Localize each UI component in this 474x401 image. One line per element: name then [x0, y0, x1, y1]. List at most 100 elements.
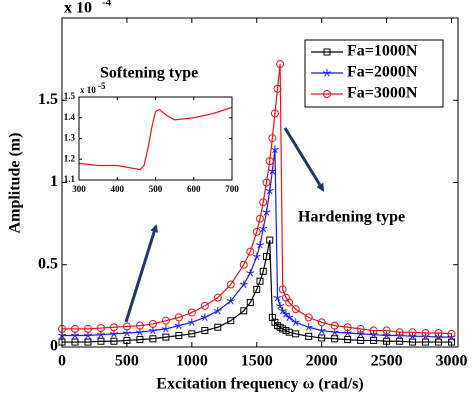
line: [78, 106, 233, 171]
main-plot: 0 500 1000 1500 2000 2500 3000 0 0.5 1 1.5 Fa=1000N…: [38, 17, 468, 370]
marker: [246, 247, 255, 256]
x-tick-label: 500: [149, 184, 163, 194]
line: [62, 63, 452, 335]
marker: [71, 338, 79, 346]
marker: [356, 329, 365, 338]
marker: [448, 338, 456, 346]
marker: [291, 318, 300, 326]
y-tick-label: 1.4: [64, 112, 76, 122]
marker: [253, 285, 261, 293]
marker: [246, 268, 255, 277]
marker: [109, 323, 118, 332]
marker: [187, 308, 196, 317]
marker: [276, 60, 285, 69]
marker: [122, 329, 131, 337]
y-tick-label: 1.5: [64, 91, 76, 101]
marker: [71, 331, 79, 340]
x-tick-label: 700: [225, 184, 239, 194]
inset-y-multiplier-exponent: -5: [98, 81, 106, 91]
marker: [240, 307, 248, 315]
marker: [149, 335, 157, 343]
marker: [200, 313, 209, 321]
marker: [174, 321, 183, 330]
marker: [109, 329, 118, 338]
marker: [161, 316, 170, 325]
marker: [323, 90, 331, 98]
marker: [122, 322, 131, 331]
marker: [434, 329, 443, 338]
marker: [268, 134, 277, 143]
x-tick-label: 400: [111, 184, 125, 194]
inset-y-multiplier: x 10: [80, 85, 96, 95]
y-axis-label: Amplitude (m): [7, 133, 24, 234]
annotation: Hardening type: [298, 209, 405, 226]
annotation: Softening type: [100, 65, 198, 82]
marker: [435, 338, 443, 346]
x-axis-label: Excitation frequency ω (rad/s): [156, 376, 363, 393]
marker: [226, 280, 235, 289]
y-tick-label: 1.3: [64, 133, 76, 143]
marker: [226, 296, 235, 305]
marker: [395, 328, 404, 337]
marker: [383, 337, 391, 345]
x-tick-label: 3000: [436, 353, 468, 370]
marker: [83, 324, 92, 333]
marker: [382, 331, 391, 340]
x-tick-label: 2500: [371, 353, 403, 370]
marker: [135, 321, 144, 330]
marker: [188, 330, 196, 338]
marker: [213, 293, 222, 302]
marker: [370, 336, 378, 344]
marker: [357, 336, 365, 344]
marker: [200, 301, 209, 310]
marker: [97, 337, 105, 345]
marker: [175, 331, 183, 339]
marker: [213, 306, 222, 315]
marker: [256, 277, 264, 285]
marker: [276, 301, 285, 310]
marker: [305, 332, 313, 340]
marker: [422, 338, 430, 346]
marker: [162, 333, 170, 341]
marker: [214, 323, 222, 331]
legend-label: Fa=3000N: [347, 85, 418, 102]
marker: [421, 329, 430, 338]
marker: [282, 310, 290, 318]
arrow: [283, 127, 325, 192]
marker: [447, 329, 456, 338]
line: [62, 239, 452, 343]
marker: [135, 328, 144, 336]
marker: [331, 335, 339, 343]
marker: [291, 305, 300, 314]
marker: [246, 299, 254, 307]
y-tick-label: 1.1: [64, 174, 76, 184]
x-tick-label: 1000: [176, 353, 208, 370]
marker: [84, 331, 92, 340]
marker: [265, 157, 274, 166]
marker: [278, 285, 287, 294]
marker: [285, 298, 294, 307]
marker: [323, 48, 331, 56]
marker: [252, 252, 261, 261]
marker: [369, 326, 378, 335]
marker: [123, 336, 131, 344]
marker: [330, 321, 339, 330]
marker: [201, 327, 209, 335]
marker: [273, 84, 282, 93]
y-tick-label: 1: [50, 173, 58, 190]
x-tick-label: 0: [58, 353, 66, 370]
x-tick-label: 500: [115, 353, 139, 370]
marker: [239, 260, 248, 269]
axes-frame: [78, 96, 233, 181]
marker: [273, 293, 282, 302]
marker: [96, 330, 105, 339]
marker: [270, 109, 279, 118]
marker: [259, 267, 267, 275]
legend-label: Fa=1000N: [347, 43, 418, 60]
marker: [396, 337, 404, 345]
marker: [278, 306, 287, 315]
x-tick-label: 300: [72, 184, 86, 194]
marker: [161, 324, 170, 333]
y-multiplier-exponent: -4: [102, 0, 112, 9]
